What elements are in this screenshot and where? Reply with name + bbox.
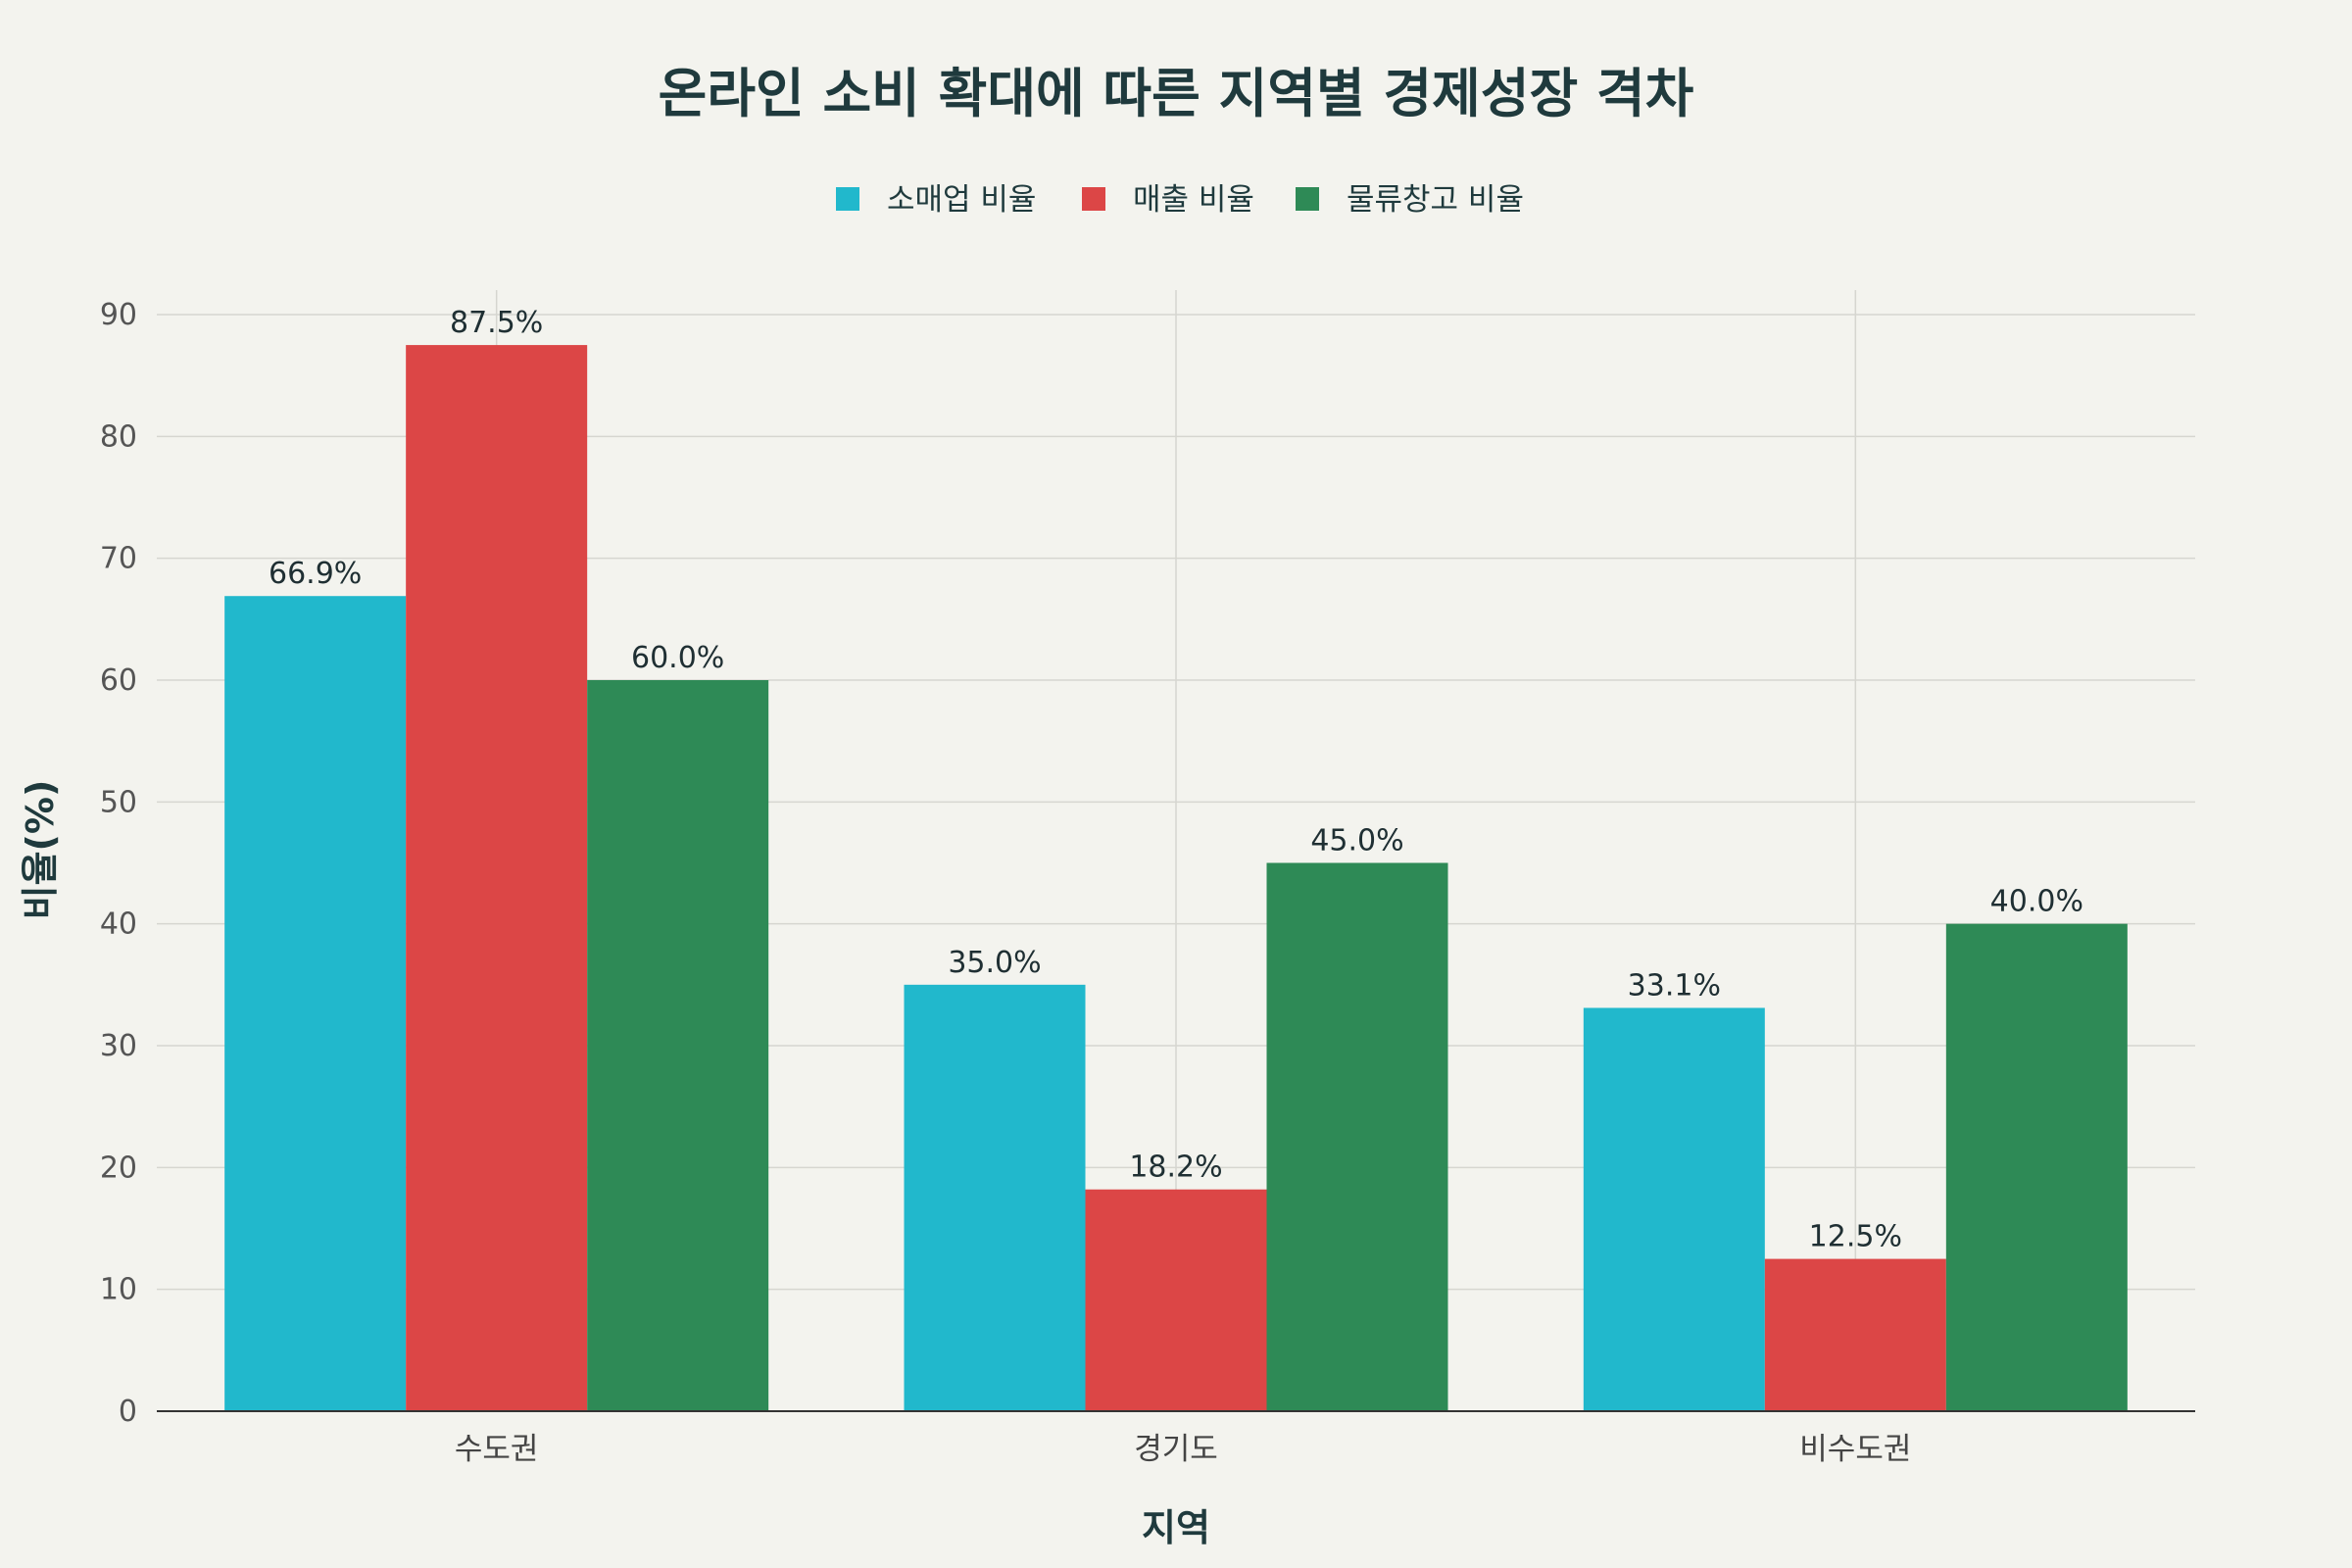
- y-tick-label: 90: [100, 298, 137, 332]
- data-label: 40.0%: [1990, 885, 2083, 919]
- data-label: 35.0%: [948, 946, 1041, 980]
- bar-2-0: [1583, 1007, 1765, 1411]
- bar-1-2: [1266, 862, 1448, 1411]
- data-label: 45.0%: [1310, 824, 1403, 858]
- x-tick-label: 비수도권: [1799, 1432, 1911, 1467]
- legend: 소매업 비율 매출 비율 물류창고 비율: [836, 182, 1524, 218]
- bar-2-2: [1945, 923, 2128, 1411]
- bar-0-2: [587, 680, 769, 1411]
- y-axis-title: 비율(%): [19, 780, 62, 920]
- legend-label-0: 소매업 비율: [887, 182, 1036, 218]
- legend-swatch-1: [1082, 187, 1105, 211]
- y-tick-label: 50: [100, 785, 137, 819]
- legend-label-1: 매출 비율: [1133, 182, 1254, 218]
- bar-0-1: [406, 345, 588, 1411]
- y-tick-label: 80: [100, 419, 137, 454]
- y-tick-label: 10: [100, 1273, 137, 1307]
- legend-swatch-2: [1296, 187, 1319, 211]
- y-tick-label: 40: [100, 907, 137, 942]
- data-label: 60.0%: [631, 641, 724, 675]
- chart-title: 온라인 소비 확대에 따른 지역별 경제성장 격차: [659, 63, 1694, 124]
- data-labels: 66.9% 87.5% 60.0% 35.0% 18.2% 45.0% 33.1% 12.5%…: [269, 306, 2083, 1254]
- bar-1-0: [904, 984, 1086, 1411]
- data-label: 87.5%: [450, 306, 543, 340]
- data-label: 18.2%: [1129, 1151, 1222, 1185]
- y-axis-ticks: 0 10 20 30 40 50 60 70 80 90: [100, 298, 137, 1429]
- bar-2-1: [1764, 1258, 1946, 1411]
- x-axis-title: 지역: [1142, 1506, 1210, 1549]
- legend-swatch-0: [836, 187, 859, 211]
- x-tick-label: 경기도: [1134, 1432, 1218, 1467]
- data-label: 33.1%: [1628, 968, 1721, 1003]
- data-label: 12.5%: [1809, 1220, 1902, 1254]
- y-tick-label: 60: [100, 663, 137, 698]
- bar-1-1: [1085, 1189, 1267, 1411]
- data-label: 66.9%: [269, 557, 362, 591]
- bar-0-0: [224, 596, 407, 1411]
- y-tick-label: 20: [100, 1151, 137, 1185]
- y-tick-label: 30: [100, 1029, 137, 1063]
- x-axis-ticks: 수도권 경기도 비수도권: [455, 1432, 1911, 1467]
- bars: [224, 345, 2128, 1411]
- legend-label-2: 물류창고 비율: [1347, 182, 1524, 218]
- y-tick-label: 0: [119, 1395, 137, 1429]
- x-tick-label: 수도권: [455, 1432, 539, 1467]
- y-tick-label: 70: [100, 542, 137, 576]
